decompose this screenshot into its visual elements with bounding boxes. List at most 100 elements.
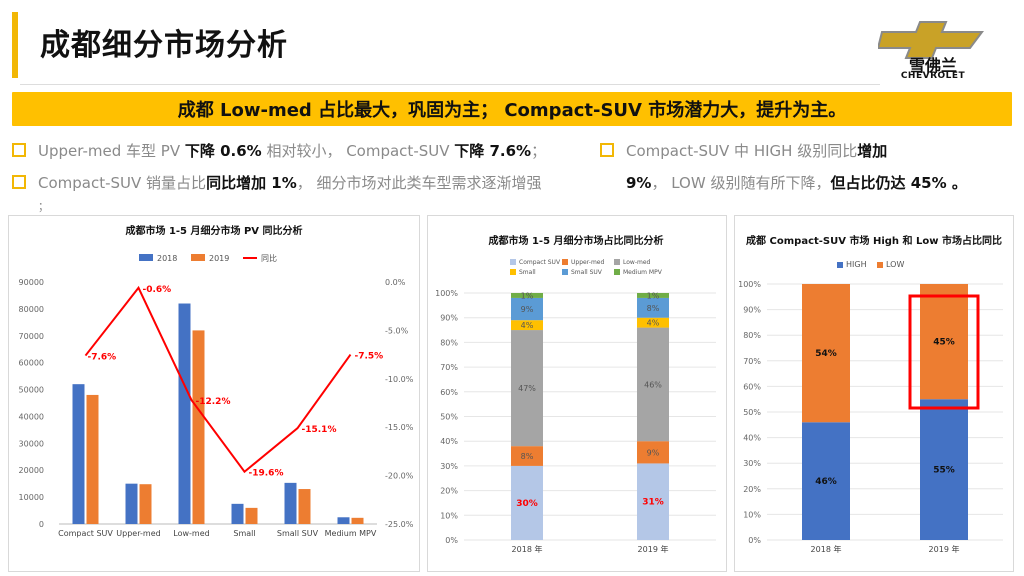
- bar-2019: [86, 394, 99, 524]
- stack-segment-small: [511, 320, 543, 331]
- x-tick-label: Small SUV: [277, 529, 319, 538]
- legend-swatch: [837, 262, 843, 268]
- y-tick-label: 90000: [19, 278, 44, 287]
- bar-2018: [125, 483, 138, 524]
- y2-tick-label: -5.0%: [385, 326, 409, 335]
- bullet-bold: 增加: [857, 142, 888, 160]
- chart-title: 成都市场 1-5 月细分市场 PV 同比分析: [125, 224, 302, 237]
- segment-data-label: 9%: [521, 305, 534, 314]
- x-tick-label: 2018 年: [811, 544, 842, 554]
- legend-swatch: [877, 262, 883, 268]
- stack-segment-low-med: [637, 327, 669, 442]
- stack-segment-medium-mpv: [637, 293, 669, 298]
- legend-swatch: [510, 269, 516, 275]
- bar-2018: [337, 517, 350, 524]
- bullet-text: Compact-SUV 销量占比: [38, 174, 207, 192]
- bar-2019: [298, 489, 311, 524]
- chart-title: 成都 Compact-SUV 市场 High 和 Low 市场占比同比: [746, 234, 1002, 247]
- y-tick-label: 0%: [748, 536, 761, 545]
- y2-tick-label: -25.0%: [385, 520, 414, 529]
- legend-swatch: [614, 259, 620, 265]
- bullet-item: Compact-SUV 中 HIGH 级别同比增加: [600, 140, 887, 161]
- y-tick-label: 10%: [440, 511, 458, 520]
- chart-panel-pv: 成都市场 1-5 月细分市场 PV 同比分析 2018 2019 同比 0 10000 20…: [8, 215, 420, 572]
- y-tick-label: 60%: [743, 382, 761, 391]
- y-tick-label: 10000: [19, 493, 44, 502]
- y-tick-label: 70%: [743, 357, 761, 366]
- bar-2019: [192, 330, 205, 524]
- chart-title: 成都市场 1-5 月细分市场占比同比分析: [488, 234, 663, 247]
- y-tick-label: 70000: [19, 332, 44, 341]
- legend-label: Medium MPV: [623, 269, 663, 276]
- suv-high-low-chart: 成都 Compact-SUV 市场 High 和 Low 市场占比同比 HIGH L…: [738, 234, 1003, 554]
- legend-label: Low-med: [623, 259, 651, 266]
- stack-segment-small-suv: [511, 297, 543, 321]
- segment-data-label: 31%: [642, 498, 664, 508]
- stack-segment-high: [802, 422, 850, 540]
- stack-segment-low: [920, 284, 968, 400]
- y2-tick-label: 0.0%: [385, 278, 406, 287]
- y-tick-label: 10%: [743, 510, 761, 519]
- bar-2018: [178, 303, 191, 524]
- stack-segment-high: [920, 399, 968, 540]
- segment-data-label: 55%: [933, 466, 955, 476]
- bar-2018: [284, 482, 297, 524]
- segment-share-chart: 成都市场 1-5 月细分市场占比同比分析 Compact SUV Upper-med…: [435, 234, 716, 554]
- yoy-line: [84, 285, 352, 474]
- legend-swatch: [614, 269, 620, 275]
- y-tick-label: 20000: [19, 466, 44, 475]
- stack-segment-medium-mpv: [511, 293, 543, 298]
- legend-label: 2019: [209, 254, 229, 263]
- y-tick-label: 40%: [440, 437, 458, 446]
- bar-2019: [351, 517, 364, 524]
- segment-data-label: 4%: [647, 319, 660, 328]
- bullet-square-icon: [600, 142, 614, 157]
- y-tick-label: 80000: [19, 305, 44, 314]
- segment-data-label: 54%: [815, 349, 837, 359]
- yoy-data-label: -19.6%: [249, 469, 284, 479]
- chart-panel-suv: 成都 Compact-SUV 市场 High 和 Low 市场占比同比 HIGH L…: [734, 215, 1014, 572]
- bullet-bold: 9%: [626, 174, 652, 192]
- bullet-bold: 下降 7.6%: [454, 142, 532, 160]
- yoy-data-label: -7.5%: [355, 352, 384, 362]
- bullet-item: Compact-SUV 销量占比同比增加 1%， 细分市场对此类车型需求逐渐增强: [12, 172, 542, 193]
- x-tick-label: Compact SUV: [58, 529, 113, 538]
- yoy-data-label: -0.6%: [143, 285, 172, 295]
- legend-label: LOW: [886, 260, 904, 269]
- x-tick-label: Upper-med: [116, 529, 160, 538]
- bar-2018: [231, 503, 244, 524]
- bullet-text: 相对较小， Compact-SUV: [261, 142, 455, 160]
- y-tick-label: 40000: [19, 412, 44, 421]
- segment-data-label: 30%: [516, 499, 538, 509]
- bullet-continuation: ；: [38, 200, 49, 213]
- legend-swatch: [562, 269, 568, 275]
- bullet-square-icon: [12, 142, 26, 157]
- y-tick-label: 40%: [743, 434, 761, 443]
- logo-subtext: CHEVROLET: [900, 71, 966, 81]
- legend-swatch: [139, 254, 153, 261]
- x-tick-label: 2019 年: [929, 544, 960, 554]
- chart-panel-share: 成都市场 1-5 月细分市场占比同比分析 Compact SUV Upper-med…: [427, 215, 727, 572]
- legend-label: Compact SUV: [519, 259, 561, 266]
- legend-label: Upper-med: [571, 259, 604, 266]
- y-tick-label: 50%: [743, 408, 761, 417]
- bullet-text: ；: [531, 142, 547, 160]
- y-tick-label: 80%: [743, 331, 761, 340]
- y-tick-label: 0: [39, 520, 44, 529]
- bullet-bold: 但占比仍达 45%: [830, 174, 947, 192]
- legend-swatch: [510, 259, 516, 265]
- logo-text: 雪佛兰: [908, 56, 957, 75]
- segment-data-label: 8%: [521, 452, 534, 461]
- segment-data-label: 46%: [815, 477, 837, 487]
- title-divider: [20, 84, 880, 85]
- segment-data-label: 9%: [647, 448, 660, 457]
- bullet-text: Upper-med 车型 PV: [38, 142, 185, 160]
- bullet-square-icon: [12, 174, 26, 189]
- bullet-text: Compact-SUV 中 HIGH 级别同比: [626, 142, 858, 160]
- segment-data-label: 1%: [647, 291, 660, 300]
- bullet-item: Upper-med 车型 PV 下降 0.6% 相对较小， Compact-SU…: [12, 140, 546, 161]
- legend-label: HIGH: [846, 260, 867, 269]
- y-tick-label: 90%: [440, 314, 458, 323]
- bar-2019: [245, 507, 258, 524]
- stack-segment-compact-suv: [637, 463, 669, 540]
